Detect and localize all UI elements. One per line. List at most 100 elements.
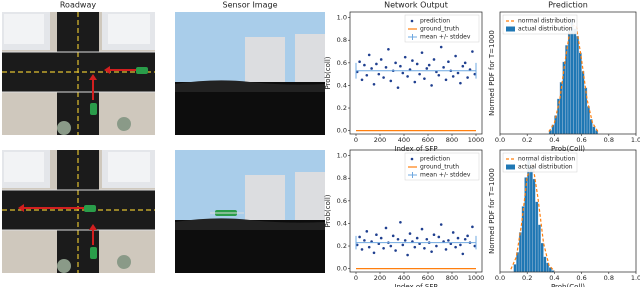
point — [415, 62, 419, 66]
x-tick-label: 1.0 — [631, 136, 640, 144]
point — [418, 72, 421, 76]
point — [473, 72, 477, 76]
point — [442, 66, 445, 69]
point — [375, 233, 378, 237]
x-tick-label: 800 — [446, 274, 458, 282]
chart-title: Network Output — [384, 1, 448, 10]
x-axis-label: Index of SFP — [394, 283, 437, 287]
legend-label: mean +/- stddev — [420, 34, 471, 41]
legend-marker — [410, 19, 414, 23]
bar — [524, 177, 528, 273]
sensor-image — [175, 150, 325, 273]
point — [435, 244, 438, 248]
bar — [570, 19, 574, 135]
x-tick-label: 0.4 — [549, 136, 559, 144]
bar — [543, 256, 547, 273]
point — [391, 234, 395, 238]
bar — [576, 35, 580, 135]
point — [396, 237, 400, 241]
x-tick-label: 0 — [354, 274, 358, 282]
plot-frame — [499, 11, 637, 135]
point — [358, 60, 361, 64]
point — [444, 248, 448, 251]
point — [454, 54, 457, 58]
legend-label: actual distribution — [518, 26, 573, 33]
point — [413, 245, 417, 249]
x-axis-label: Prob(Coll) — [551, 283, 585, 287]
x-tick-label: 200 — [374, 136, 386, 144]
point — [454, 245, 457, 249]
point — [394, 249, 397, 252]
legend-marker — [506, 164, 515, 170]
legend-label: normal distribution — [518, 156, 575, 163]
bar — [584, 87, 588, 135]
point — [411, 59, 414, 62]
legend-box — [502, 152, 578, 173]
point — [375, 62, 378, 66]
x-tick-label: 0.2 — [522, 136, 532, 144]
legend-label: prediction — [420, 18, 450, 25]
legend-label: prediction — [420, 156, 450, 163]
y-axis-label: Normed PDF for T=1000 — [488, 30, 496, 116]
legend-label: normal distribution — [518, 18, 575, 25]
sensor-image — [175, 12, 325, 135]
x-tick-label: 600 — [422, 136, 434, 144]
point — [382, 76, 385, 79]
point — [463, 61, 467, 65]
y-tick-label: 1.0 — [337, 152, 347, 160]
point — [459, 243, 462, 247]
plot-frame — [499, 149, 637, 273]
y-axis-label: Normed PDF for T=1000 — [488, 168, 496, 254]
point — [403, 55, 407, 59]
y-tick-label: 0.0 — [337, 265, 347, 273]
plot-frame — [349, 11, 483, 135]
point — [425, 237, 429, 241]
x-tick-label: 800 — [446, 136, 458, 144]
point — [461, 252, 465, 256]
point — [399, 64, 402, 68]
y-tick-label: 0.2 — [337, 104, 347, 112]
point — [447, 239, 450, 242]
y-tick-label: 1.0 — [337, 14, 347, 22]
point — [399, 220, 402, 224]
point — [439, 45, 443, 49]
point — [365, 73, 369, 77]
point — [439, 223, 443, 226]
point — [363, 63, 366, 67]
point — [427, 63, 431, 67]
point — [408, 232, 412, 235]
point — [370, 67, 373, 70]
legend-box — [502, 14, 578, 35]
x-axis-label: Prob(Coll) — [551, 145, 585, 153]
legend-label: ground_truth — [420, 164, 459, 171]
bar — [532, 178, 536, 273]
chart-title: Prediction — [548, 1, 588, 10]
x-tick-label: 0.0 — [495, 274, 505, 282]
point — [456, 236, 460, 240]
image-title: Sensor Image — [222, 1, 277, 10]
legend-marker — [410, 157, 414, 161]
legend-label: ground_truth — [420, 26, 459, 33]
bar — [559, 82, 563, 135]
point — [401, 243, 405, 247]
point — [444, 78, 448, 82]
x-tick-label: 200 — [374, 274, 386, 282]
x-tick-label: 1000 — [468, 136, 485, 144]
point — [382, 246, 385, 250]
point — [406, 75, 409, 78]
x-tick-label: 0.4 — [549, 274, 559, 282]
point — [451, 75, 455, 78]
point — [437, 235, 441, 239]
bar — [567, 30, 571, 135]
point — [471, 225, 474, 229]
bar — [537, 224, 541, 273]
point — [447, 60, 450, 64]
point — [406, 253, 409, 257]
point — [403, 239, 407, 242]
point — [423, 246, 426, 250]
point — [461, 64, 465, 68]
point — [384, 66, 388, 69]
point — [355, 243, 359, 247]
point — [389, 79, 393, 83]
bar — [521, 206, 525, 273]
